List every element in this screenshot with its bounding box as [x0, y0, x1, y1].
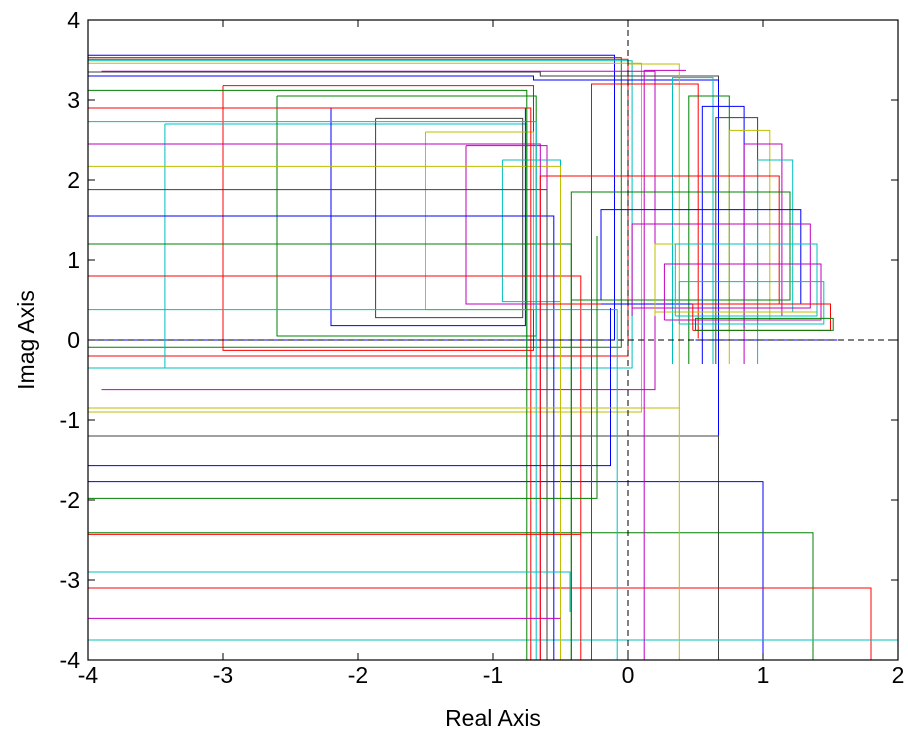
- x-tick-label: 2: [892, 662, 905, 688]
- y-tick-label: -2: [60, 487, 80, 513]
- y-axis-title: Imag Axis: [13, 290, 39, 390]
- locus-branch-12: [88, 587, 872, 660]
- locus-branch-3: [88, 58, 629, 357]
- locus-branch-37: [88, 388, 680, 660]
- locus-branch-55: [663, 263, 822, 321]
- locus-branch-9: [88, 435, 719, 660]
- locus-branch-26: [88, 165, 561, 660]
- locus-branch-24: [88, 275, 582, 660]
- reference-lines: [88, 20, 898, 660]
- locus-branch-5: [88, 62, 642, 413]
- locus-branch-33: [88, 571, 571, 612]
- y-tick-label: -3: [60, 567, 80, 593]
- y-tick-label: 1: [67, 247, 80, 273]
- locus-branch-56: [678, 281, 825, 325]
- locus-branch-31: [88, 89, 528, 660]
- x-axis-title: Real Axis: [445, 705, 541, 731]
- locus-branch-36: [88, 308, 611, 467]
- locus-branch-58: [695, 317, 834, 331]
- locus-branch-46: [728, 129, 771, 364]
- locus-branch-47: [743, 143, 783, 364]
- locus-branch-6: [101, 70, 656, 391]
- x-tick-label: -2: [348, 662, 368, 688]
- x-tick-label: -1: [483, 662, 503, 688]
- series-layer: [88, 54, 898, 660]
- locus-branch-11: [88, 532, 814, 660]
- y-tick-label: 3: [67, 87, 80, 113]
- locus-branch-52: [631, 223, 811, 316]
- locus-branch-35: [88, 236, 598, 499]
- locus-branch-8: [88, 75, 719, 660]
- x-tick-label: 0: [622, 662, 635, 688]
- locus-branch-41: [591, 83, 699, 660]
- locus-branch-42: [672, 77, 714, 364]
- locus-branch-22: [88, 215, 555, 660]
- x-tick-label: 1: [757, 662, 770, 688]
- x-tick-label: -3: [213, 662, 233, 688]
- y-tick-label: 4: [67, 7, 80, 33]
- locus-branch-27: [88, 189, 548, 660]
- locus-branch-10: [88, 481, 764, 660]
- locus-branch-14: [222, 85, 534, 351]
- axis-ticks: -4 -3 -2 -1 0 1 2 -4 -3 -2 -1 0 1 2 3 4: [60, 7, 905, 688]
- locus-branch-25: [88, 309, 618, 660]
- y-tick-label: 2: [67, 167, 80, 193]
- locus-branch-30: [88, 107, 532, 660]
- x-tick-label: -4: [78, 662, 99, 688]
- locus-branch-29: [88, 121, 537, 660]
- locus-branch-2: [88, 57, 622, 348]
- y-tick-label: -4: [60, 647, 81, 673]
- locus-branch-50: [570, 191, 791, 660]
- locus-branch-48: [757, 159, 794, 364]
- locus-branch-38: [628, 63, 680, 388]
- locus-branch-54: [674, 243, 818, 317]
- y-tick-label: -1: [60, 407, 80, 433]
- y-tick-label: 0: [67, 327, 80, 353]
- locus-branch-18: [375, 117, 524, 319]
